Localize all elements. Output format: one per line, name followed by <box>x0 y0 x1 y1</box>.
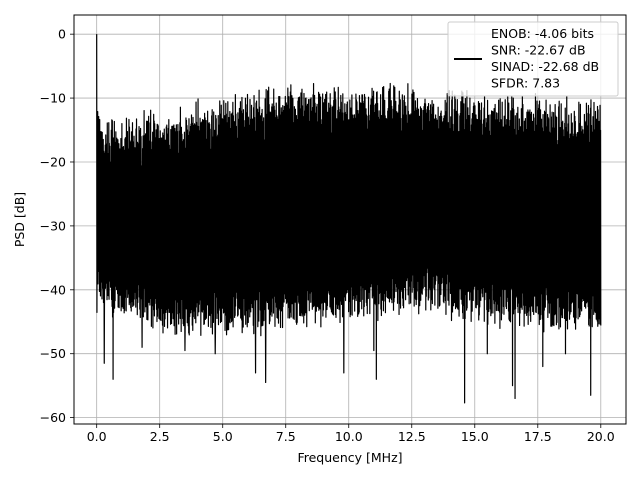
y-tick-label: −40 <box>40 282 66 297</box>
legend-snr: SNR: -22.67 dB <box>491 43 586 58</box>
y-tick-label: −60 <box>40 410 66 425</box>
x-tick-label: 2.5 <box>150 429 170 444</box>
series-line <box>96 34 602 404</box>
x-tick-label: 17.5 <box>524 429 552 444</box>
y-tick-label: −50 <box>40 346 66 361</box>
legend-sinad: SINAD: -22.68 dB <box>491 59 599 74</box>
x-tick-label: 5.0 <box>213 429 233 444</box>
x-tick-label: 20.0 <box>587 429 615 444</box>
x-tick-label: 10.0 <box>335 429 363 444</box>
x-tick-label: 15.0 <box>461 429 489 444</box>
y-tick-label: −20 <box>40 154 66 169</box>
series-group <box>96 34 602 404</box>
plot-frame <box>73 14 627 425</box>
y-axis-label: PSD [dB] <box>12 192 27 247</box>
x-tick-label: 7.5 <box>276 429 296 444</box>
x-tick-label: 0.0 <box>87 429 107 444</box>
y-tick-label: −10 <box>40 91 66 106</box>
x-axis: 0.0 2.5 5.0 7.5 10.0 12.5 15.0 17.5 20.0 <box>87 424 615 444</box>
y-tick-label: −30 <box>40 218 66 233</box>
y-axis: 0 −10 −20 −30 −40 −50 −60 <box>40 27 74 425</box>
legend-box <box>447 21 619 97</box>
x-axis-label: Frequency [MHz] <box>297 450 402 465</box>
x-tick-label: 12.5 <box>398 429 426 444</box>
legend-sfdr: SFDR: 7.83 <box>491 76 560 91</box>
y-tick-label: 0 <box>58 27 66 42</box>
legend: ENOB: -4.06 bits SNR: -22.67 dB SINAD: -… <box>447 21 619 97</box>
legend-enob: ENOB: -4.06 bits <box>491 26 594 41</box>
